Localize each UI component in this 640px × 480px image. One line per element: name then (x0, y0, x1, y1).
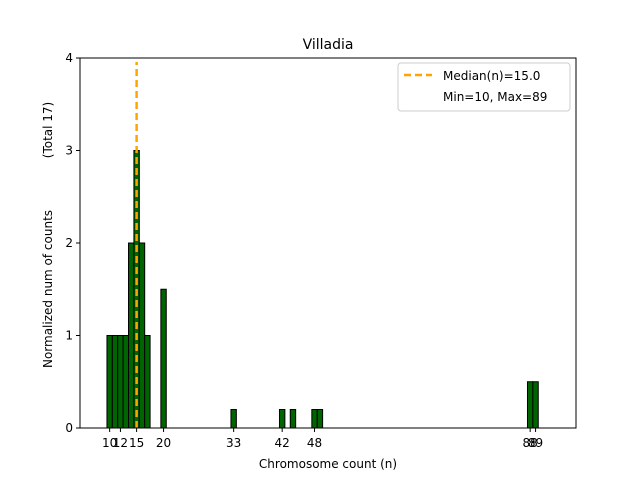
x-tick-label-10: 10 (102, 436, 117, 450)
x-tick-label-33: 33 (226, 436, 241, 450)
x-tick-label-48: 48 (307, 436, 322, 450)
legend-median-label: Median(n)=15.0 (443, 69, 540, 83)
y-tick-label-0: 0 (65, 421, 73, 435)
y-tick-label-2: 2 (65, 236, 73, 250)
y-tick-label-3: 3 (65, 144, 73, 158)
y-tick-label-4: 4 (65, 51, 73, 65)
legend-range-label: Min=10, Max=89 (443, 90, 547, 104)
bar-33 (230, 409, 237, 429)
x-tick-label-20: 20 (156, 436, 171, 450)
bar-16 (138, 242, 146, 429)
legend-box (397, 62, 571, 112)
bar-89 (532, 381, 539, 429)
bar-12 (117, 335, 124, 429)
bar-10 (106, 335, 113, 429)
bar-48 (311, 409, 318, 429)
bar-17 (144, 335, 151, 429)
x-tick-label-15: 15 (129, 436, 144, 450)
bar-11 (111, 335, 119, 429)
y-axis: 0 1 2 3 4 (65, 51, 80, 435)
bar-20 (160, 288, 167, 429)
bar-49 (316, 409, 324, 429)
y-tick-label-1: 1 (65, 329, 73, 343)
bar-44 (289, 409, 297, 429)
bar-14 (128, 242, 135, 429)
chart-title: Villadia (303, 37, 354, 53)
bar-88 (526, 381, 534, 429)
x-tick-label-89: 89 (528, 436, 543, 450)
y-axis-label: Normalized num of counts (41, 210, 55, 368)
bar-42 (278, 409, 286, 429)
legend: Median(n)=15.0 Min=10, Max=89 (397, 62, 571, 112)
x-tick-label-12: 12 (113, 436, 128, 450)
x-tick-label-42: 42 (275, 436, 290, 450)
bar-13 (122, 335, 130, 429)
x-axis-label: Chromosome count (n) (259, 457, 397, 471)
y-axis-total-note: (Total 17) (41, 102, 55, 158)
x-tick-label-88: 88 (523, 436, 538, 450)
